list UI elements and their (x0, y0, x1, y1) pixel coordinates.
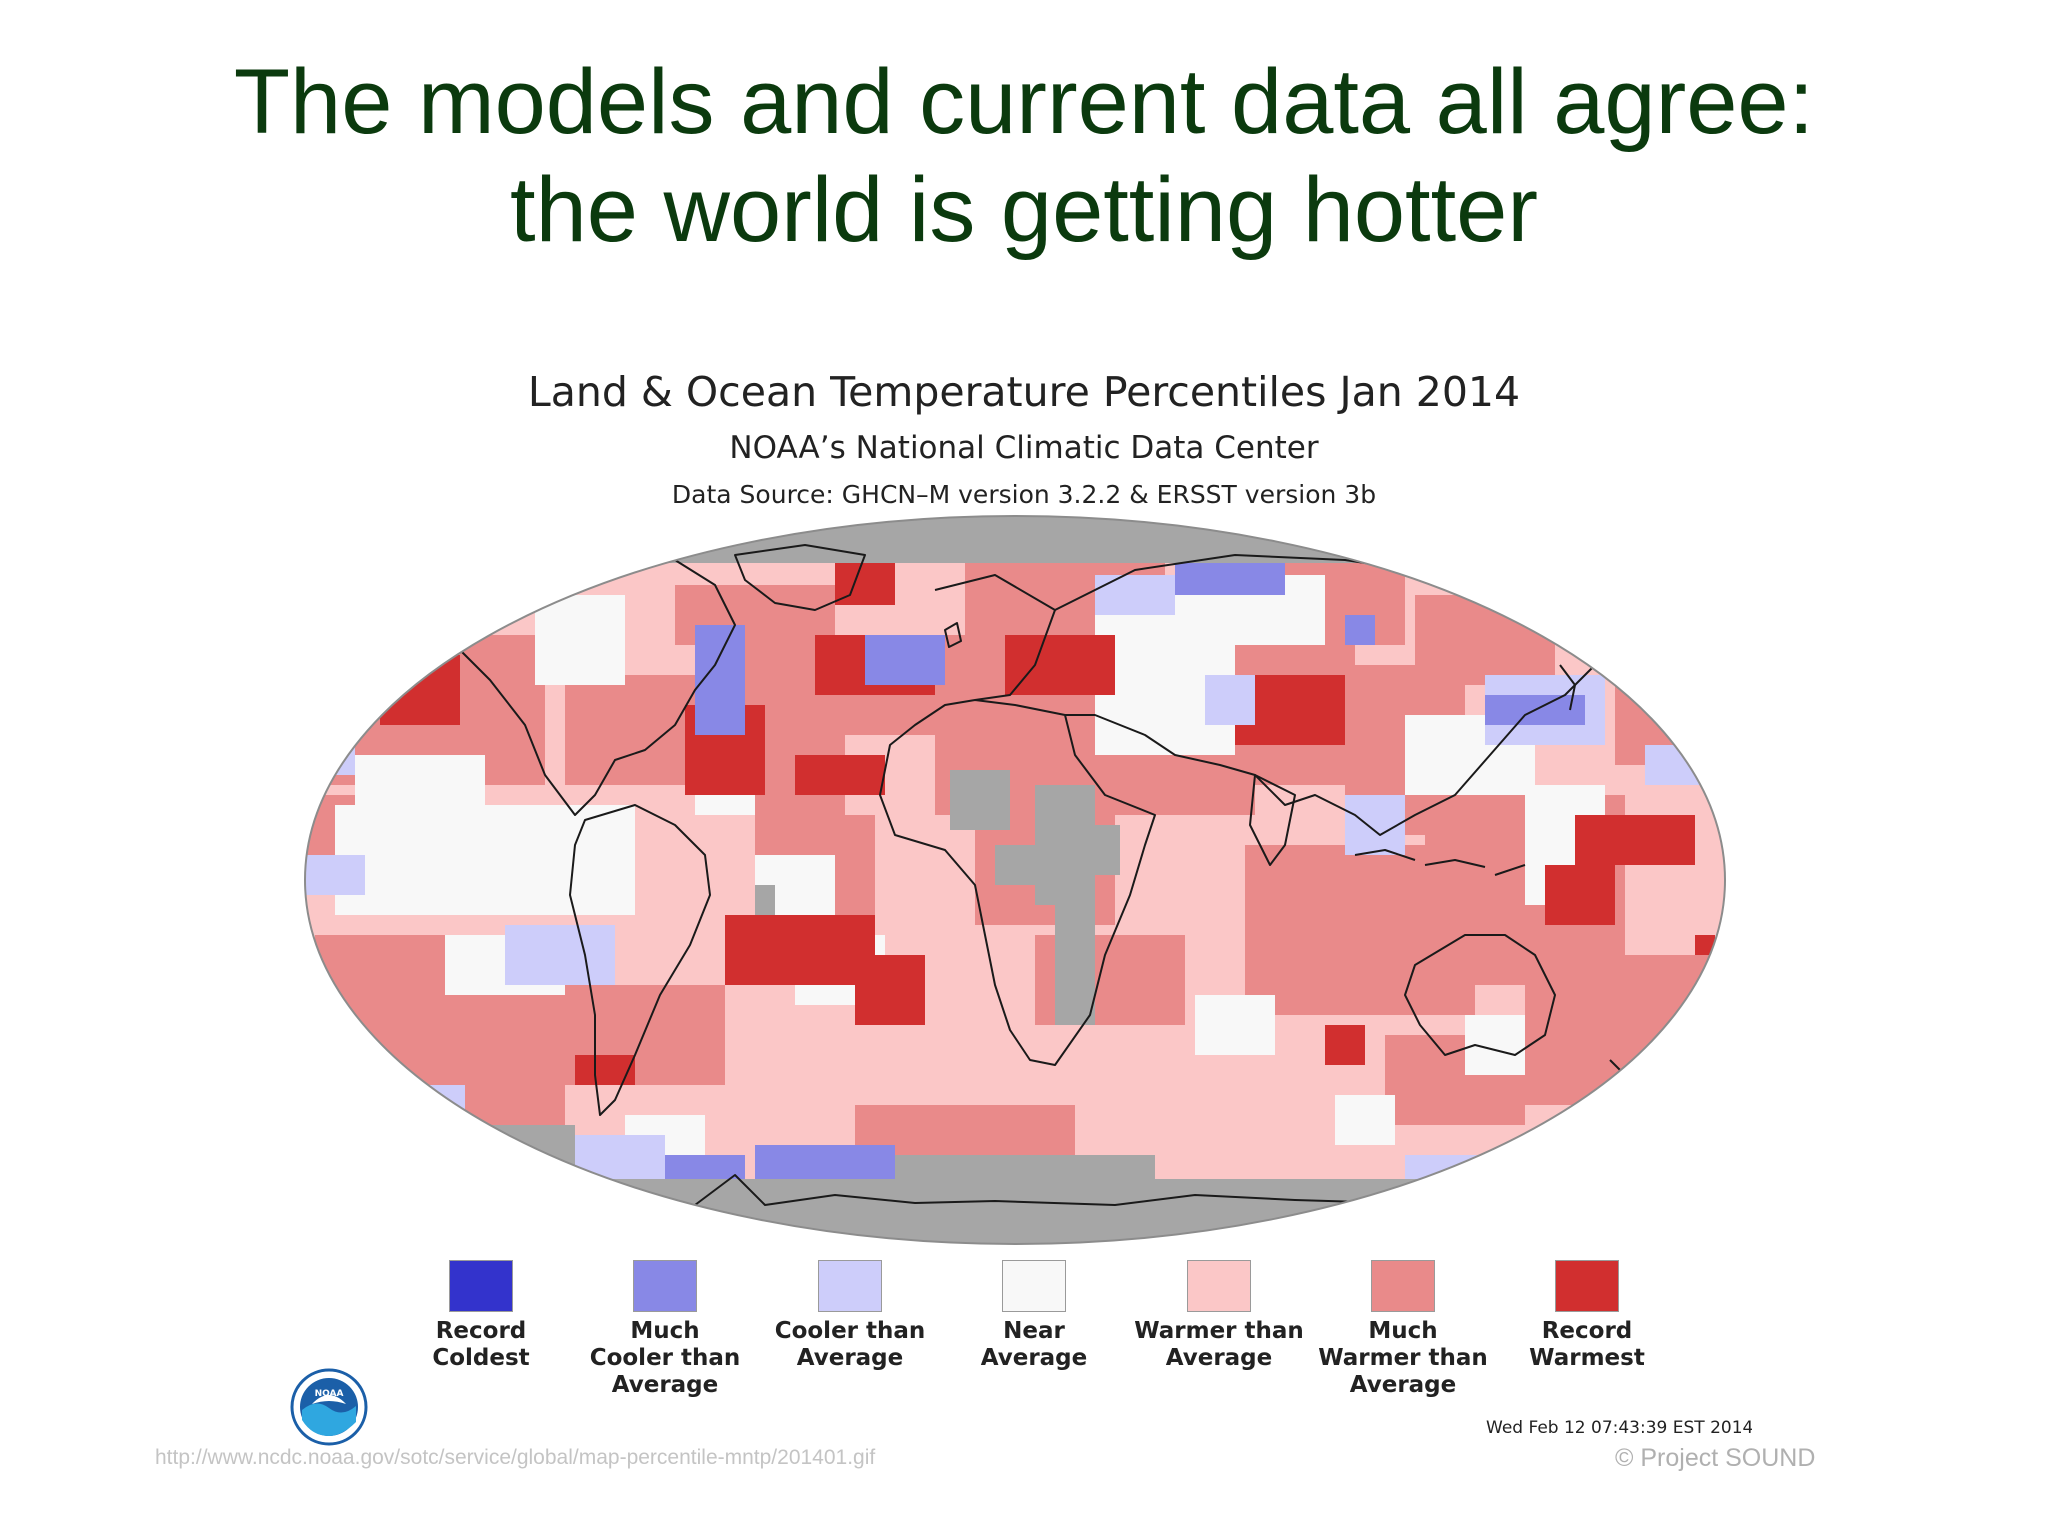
indonesia-outline (1354, 849, 1526, 876)
legend-label-warmer: Warmer than Average (1134, 1318, 1304, 1371)
australia-outline (1404, 934, 1556, 1056)
map-data-source: Data Source: GHCN–M version 3.2.2 & ERSS… (671, 480, 1377, 509)
copyright-notice: © Project SOUND (1615, 1444, 1816, 1472)
svg-text:NOAA: NOAA (315, 1389, 344, 1399)
legend-label-near-average: Near Average (980, 1318, 1088, 1371)
legend-label-record-warmest: Record Warmest (1529, 1318, 1645, 1371)
globe-border (304, 515, 1726, 1245)
map-timestamp: Wed Feb 12 07:43:39 EST 2014 (1486, 1418, 1752, 1438)
slide-title: The models and current data all agree: t… (0, 48, 2048, 264)
europe-africa-outline (879, 574, 1156, 1066)
slide-title-line-2: the world is getting hotter (510, 159, 1538, 261)
legend-swatch-much-warmer (1371, 1260, 1435, 1312)
noaa-logo-icon: NOAA (290, 1368, 368, 1446)
legend-label-much-warmer: Much Warmer than Average (1318, 1318, 1488, 1398)
anomaly-cells (305, 545, 1715, 1205)
legend-near-average: Near Average (944, 1260, 1124, 1372)
legend-label-record-coldest: Record Coldest (432, 1318, 530, 1371)
legend-much-warmer: Much Warmer than Average (1313, 1260, 1493, 1399)
legend-record-warmest: Record Warmest (1497, 1260, 1677, 1372)
legend-much-cooler: Much Cooler than Average (575, 1260, 755, 1399)
india-outline (1249, 774, 1296, 866)
legend-label-cooler: Cooler than Average (774, 1318, 926, 1371)
source-url-link[interactable]: http://www.ncdc.noaa.gov/sotc/service/gl… (155, 1446, 876, 1469)
legend-swatch-much-cooler (633, 1260, 697, 1312)
percentile-legend: Record Coldest Much Cooler than Average … (0, 1260, 2048, 1410)
slide-title-line-1: The models and current data all agree: (233, 51, 1815, 153)
legend-warmer: Warmer than Average (1129, 1260, 1309, 1372)
legend-record-coldest: Record Coldest (391, 1260, 571, 1372)
legend-swatch-warmer (1187, 1260, 1251, 1312)
japan-outline (1559, 664, 1576, 711)
legend-swatch-record-coldest (449, 1260, 513, 1312)
world-map-svg (304, 515, 1726, 1245)
arctic-no-data (305, 516, 1725, 563)
antarctica-no-data (305, 1179, 1725, 1244)
south-america-outline (569, 804, 711, 1116)
map-organization: NOAA’s National Climatic Data Center (729, 430, 1319, 466)
greenland-outline (734, 544, 866, 611)
legend-swatch-near-average (1002, 1260, 1066, 1312)
legend-swatch-cooler (818, 1260, 882, 1312)
legend-swatch-record-warmest (1555, 1260, 1619, 1312)
legend-label-much-cooler: Much Cooler than Average (589, 1318, 741, 1398)
legend-cooler: Cooler than Average (760, 1260, 940, 1372)
temperature-percentile-map (295, 515, 1735, 1245)
map-title: Land & Ocean Temperature Percentiles Jan… (527, 368, 1521, 416)
uk-outline (944, 622, 962, 648)
